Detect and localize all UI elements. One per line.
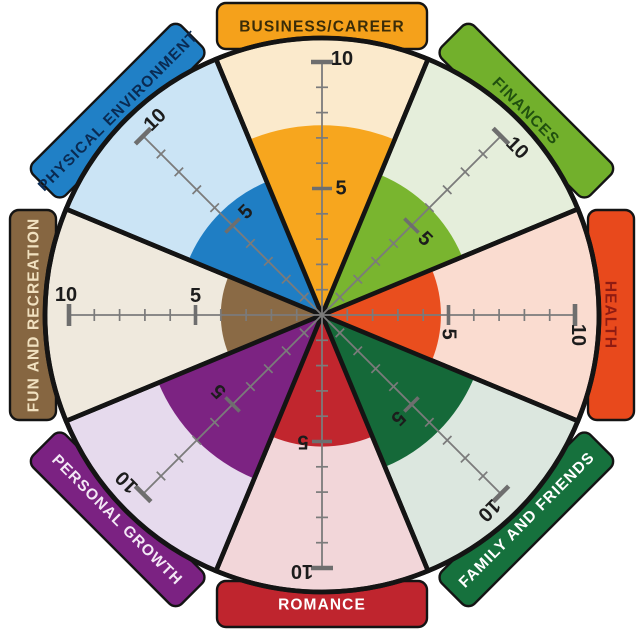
tick-4-physical-environment bbox=[245, 238, 256, 249]
tick-7-personal-growth bbox=[191, 435, 202, 446]
tick-5-family-and-friends bbox=[403, 396, 420, 413]
sector-divider-line bbox=[65, 206, 323, 318]
tick-8-physical-environment bbox=[174, 167, 184, 177]
tick-3-physical-environment bbox=[263, 256, 274, 267]
tick-4-personal-growth bbox=[245, 381, 256, 392]
tick-2-finances bbox=[352, 274, 363, 285]
sector-tab-business-career: BUSINESS/CAREER bbox=[215, 1, 429, 51]
tick-label-5-health: 5 bbox=[438, 328, 460, 339]
tick-8-finances bbox=[460, 167, 470, 177]
tick-9-personal-growth bbox=[156, 471, 166, 481]
tick-4-family-and-friends bbox=[388, 381, 399, 392]
tick-10-finances bbox=[491, 126, 511, 146]
sector-tab-label-fun-and-recreation: FUN AND RECREATION bbox=[26, 218, 43, 413]
tick-8-family-and-friends bbox=[460, 453, 470, 463]
tick-9-physical-environment bbox=[156, 149, 166, 159]
tick-10-personal-growth bbox=[133, 484, 153, 504]
sector-divider-line bbox=[65, 312, 323, 424]
sector-tab-romance: ROMANCE bbox=[215, 579, 429, 629]
tick-3-personal-growth bbox=[263, 363, 274, 374]
tick-label-10-business-career: 10 bbox=[331, 48, 353, 70]
tick-label-5-fun-and-recreation: 5 bbox=[190, 285, 201, 307]
tick-6-personal-growth bbox=[209, 417, 220, 428]
tick-5-personal-growth bbox=[224, 396, 241, 413]
sector-tab-label-business-career: BUSINESS/CAREER bbox=[239, 19, 405, 36]
sector-tab-fun-and-recreation: FUN AND RECREATION bbox=[8, 208, 58, 422]
sector-tab-label-romance: ROMANCE bbox=[278, 597, 366, 614]
tick-2-personal-growth bbox=[281, 345, 292, 356]
tick-1-finances bbox=[335, 292, 345, 302]
sector-tab-label-health: HEALTH bbox=[602, 281, 619, 349]
tick-6-finances bbox=[424, 202, 435, 213]
tick-2-physical-environment bbox=[281, 274, 292, 285]
tick-1-family-and-friends bbox=[335, 328, 345, 338]
tick-5-physical-environment bbox=[224, 217, 241, 234]
tick-3-finances bbox=[370, 256, 381, 267]
tick-8-personal-growth bbox=[174, 453, 184, 463]
tick-10-physical-environment bbox=[133, 126, 153, 146]
tick-5-finances bbox=[403, 217, 420, 234]
tick-6-physical-environment bbox=[209, 202, 220, 213]
tick-label-10-health: 10 bbox=[567, 324, 589, 346]
sector-divider-line bbox=[319, 314, 431, 572]
tick-10-family-and-friends bbox=[491, 484, 511, 504]
tick-label-10-fun-and-recreation: 10 bbox=[55, 284, 77, 306]
tick-3-family-and-friends bbox=[370, 363, 381, 374]
divider-lines-layer bbox=[42, 35, 602, 595]
tick-label-5-romance: 5 bbox=[297, 431, 308, 453]
sector-divider-line bbox=[321, 312, 579, 424]
sector-divider-line bbox=[319, 58, 431, 316]
tick-label-5-business-career: 5 bbox=[335, 178, 346, 200]
sector-divider-line bbox=[213, 314, 325, 572]
wheel-outer-rim bbox=[42, 35, 602, 595]
tick-7-physical-environment bbox=[191, 184, 202, 195]
tick-1-physical-environment bbox=[299, 292, 309, 302]
tick-6-family-and-friends bbox=[424, 417, 435, 428]
tick-1-personal-growth bbox=[299, 328, 309, 338]
tick-9-finances bbox=[478, 149, 488, 159]
sector-divider-line bbox=[213, 58, 325, 316]
sector-divider-line bbox=[321, 206, 579, 318]
tick-7-family-and-friends bbox=[442, 435, 453, 446]
tick-9-family-and-friends bbox=[478, 471, 488, 481]
tick-7-finances bbox=[442, 184, 453, 195]
tick-2-family-and-friends bbox=[352, 345, 363, 356]
tick-label-10-romance: 10 bbox=[291, 560, 313, 582]
tick-4-finances bbox=[388, 238, 399, 249]
